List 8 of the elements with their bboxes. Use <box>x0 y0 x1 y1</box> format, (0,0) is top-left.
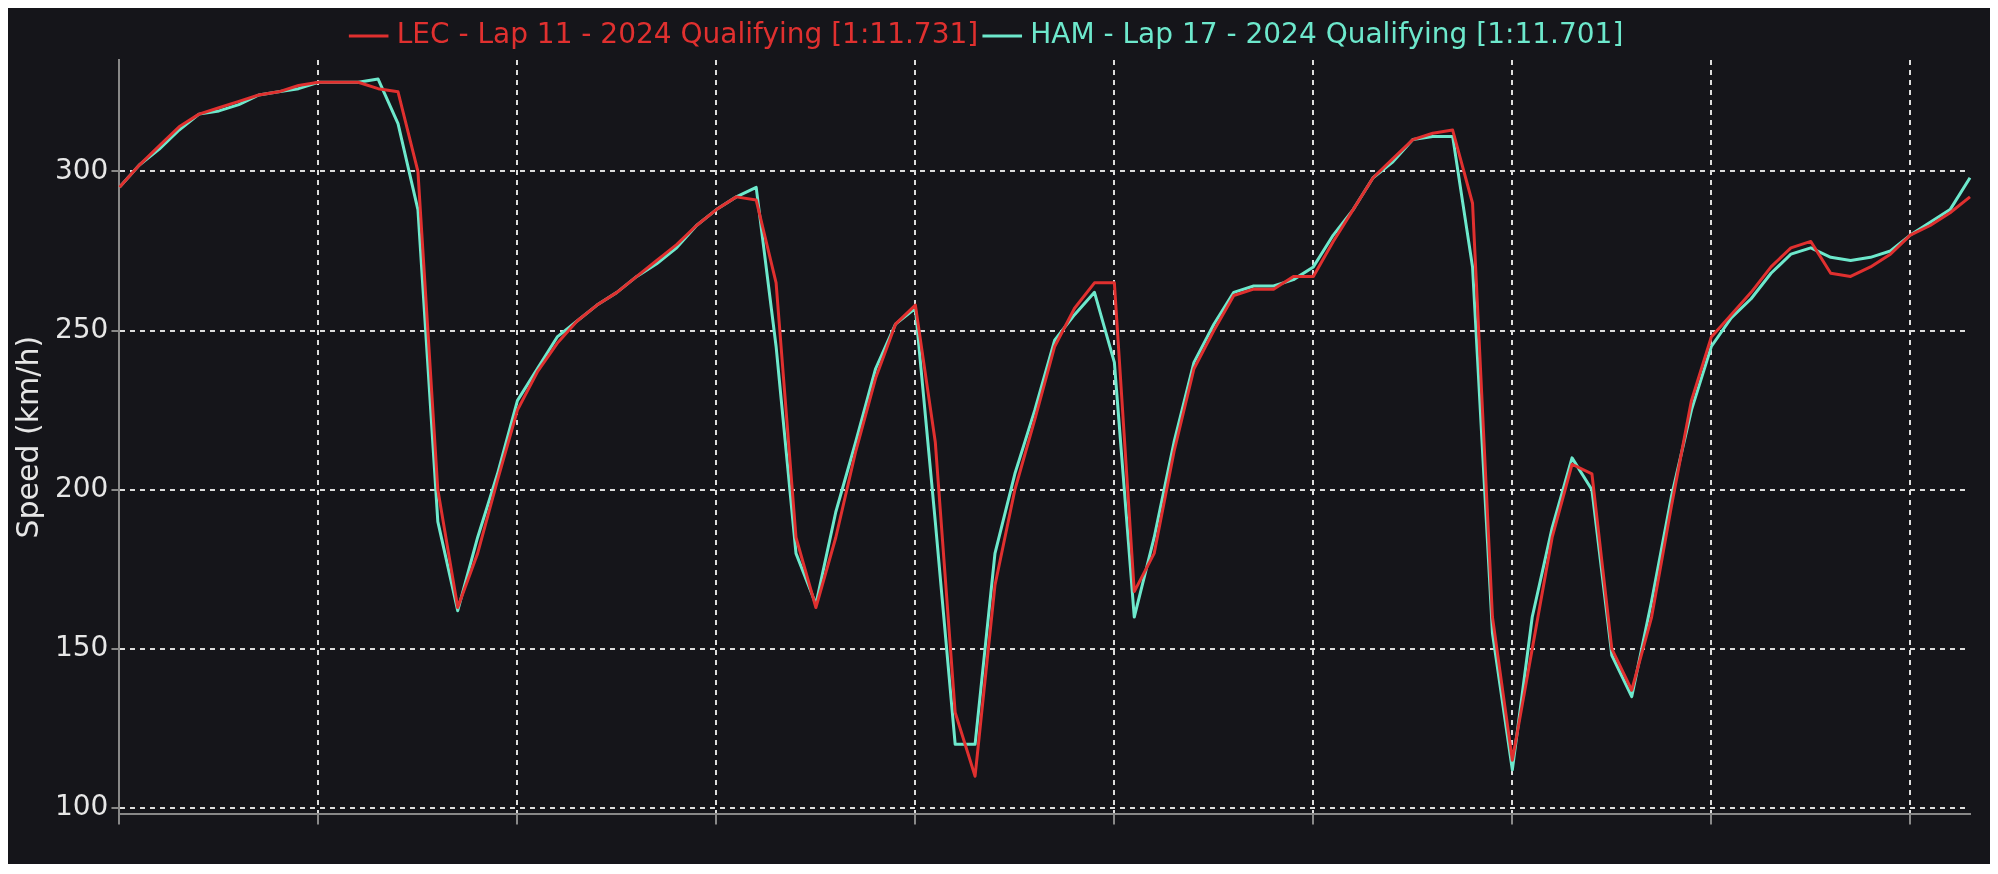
y-tick-label: 250 <box>54 311 109 345</box>
legend-label: LEC - Lap 11 - 2024 Qualifying [1:11.731] <box>396 17 979 51</box>
y-axis-title: Speed (km/h) <box>9 335 45 539</box>
legend-label: HAM - Lap 17 - 2024 Qualifying [1:11.701] <box>1030 17 1624 51</box>
y-tick-label: 200 <box>54 471 109 504</box>
y-tick-label: 150 <box>54 630 109 664</box>
y-tick-label: 300 <box>54 152 109 186</box>
y-tick-label: 100 <box>54 789 109 823</box>
